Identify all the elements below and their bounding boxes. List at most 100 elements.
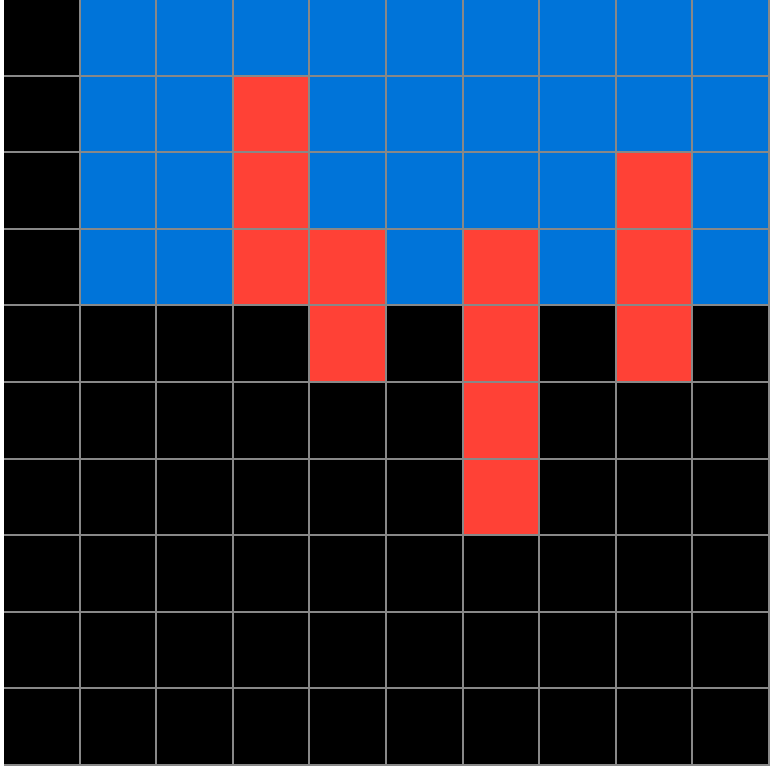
grid-cell-black[interactable] bbox=[693, 536, 768, 611]
grid-cell-black[interactable] bbox=[693, 459, 768, 535]
grid-cell-blue[interactable] bbox=[386, 76, 462, 152]
grid-cell-black[interactable] bbox=[693, 382, 768, 458]
grid-cell-black[interactable] bbox=[4, 536, 79, 611]
grid-cell-black[interactable] bbox=[233, 306, 309, 381]
grid-cell-blue[interactable] bbox=[310, 0, 385, 75]
grid-cell-red[interactable] bbox=[616, 153, 692, 228]
grid-cell-black[interactable] bbox=[80, 306, 156, 381]
grid-cell-black[interactable] bbox=[80, 612, 156, 688]
grid-cell-black[interactable] bbox=[616, 612, 692, 688]
grid-cell-black[interactable] bbox=[233, 689, 309, 764]
grid-cell-black[interactable] bbox=[310, 382, 385, 458]
grid-cell-black[interactable] bbox=[540, 612, 615, 688]
grid-cell-black[interactable] bbox=[157, 536, 232, 611]
grid-cell-red[interactable] bbox=[310, 306, 385, 381]
grid-cell-red[interactable] bbox=[616, 306, 692, 381]
grid-cell-black[interactable] bbox=[540, 689, 615, 764]
grid-cell-black[interactable] bbox=[80, 689, 156, 764]
grid-cell-black[interactable] bbox=[4, 459, 79, 535]
grid-cell-black[interactable] bbox=[463, 536, 539, 611]
grid-cell-blue[interactable] bbox=[540, 153, 615, 228]
grid-cell-black[interactable] bbox=[540, 459, 615, 535]
grid-cell-black[interactable] bbox=[233, 536, 309, 611]
grid-cell-black[interactable] bbox=[463, 612, 539, 688]
grid-cell-black[interactable] bbox=[4, 382, 79, 458]
grid-cell-black[interactable] bbox=[616, 689, 692, 764]
grid-cell-black[interactable] bbox=[693, 612, 768, 688]
grid-cell-black[interactable] bbox=[310, 689, 385, 764]
grid-cell-black[interactable] bbox=[386, 382, 462, 458]
grid-cell-black[interactable] bbox=[4, 306, 79, 381]
grid-cell-blue[interactable] bbox=[80, 153, 156, 228]
grid-cell-red[interactable] bbox=[310, 229, 385, 305]
grid-cell-black[interactable] bbox=[386, 459, 462, 535]
grid-cell-blue[interactable] bbox=[157, 153, 232, 228]
grid-cell-red[interactable] bbox=[233, 153, 309, 228]
grid-cell-black[interactable] bbox=[4, 153, 79, 228]
grid-cell-black[interactable] bbox=[540, 306, 615, 381]
grid-cell-blue[interactable] bbox=[386, 229, 462, 305]
grid-cell-blue[interactable] bbox=[693, 76, 768, 152]
grid-cell-blue[interactable] bbox=[386, 0, 462, 75]
grid-cell-blue[interactable] bbox=[693, 153, 768, 228]
grid-cell-blue[interactable] bbox=[157, 0, 232, 75]
grid-cell-blue[interactable] bbox=[693, 229, 768, 305]
grid-cell-blue[interactable] bbox=[540, 229, 615, 305]
grid-cell-black[interactable] bbox=[693, 306, 768, 381]
grid-cell-black[interactable] bbox=[310, 459, 385, 535]
grid-cell-black[interactable] bbox=[463, 689, 539, 764]
grid-cell-black[interactable] bbox=[4, 689, 79, 764]
grid-cell-blue[interactable] bbox=[616, 0, 692, 75]
grid-cell-black[interactable] bbox=[386, 612, 462, 688]
grid-cell-blue[interactable] bbox=[540, 76, 615, 152]
grid-cell-black[interactable] bbox=[157, 612, 232, 688]
grid-cell-black[interactable] bbox=[4, 76, 79, 152]
grid-cell-blue[interactable] bbox=[463, 0, 539, 75]
grid-cell-blue[interactable] bbox=[80, 229, 156, 305]
grid-cell-red[interactable] bbox=[463, 382, 539, 458]
grid-cell-blue[interactable] bbox=[540, 0, 615, 75]
grid-cell-black[interactable] bbox=[80, 459, 156, 535]
grid-cell-blue[interactable] bbox=[693, 0, 768, 75]
grid-cell-black[interactable] bbox=[540, 536, 615, 611]
grid-cell-black[interactable] bbox=[616, 382, 692, 458]
grid-cell-blue[interactable] bbox=[616, 76, 692, 152]
grid-cell-blue[interactable] bbox=[80, 76, 156, 152]
grid-cell-black[interactable] bbox=[310, 612, 385, 688]
grid-cell-red[interactable] bbox=[616, 229, 692, 305]
grid-cell-blue[interactable] bbox=[463, 153, 539, 228]
grid-cell-blue[interactable] bbox=[80, 0, 156, 75]
grid-cell-black[interactable] bbox=[693, 689, 768, 764]
grid-cell-blue[interactable] bbox=[463, 76, 539, 152]
grid-cell-black[interactable] bbox=[616, 459, 692, 535]
grid-cell-blue[interactable] bbox=[310, 76, 385, 152]
grid-cell-red[interactable] bbox=[463, 459, 539, 535]
grid-cell-black[interactable] bbox=[386, 689, 462, 764]
grid-cell-black[interactable] bbox=[386, 306, 462, 381]
grid-cell-black[interactable] bbox=[80, 382, 156, 458]
grid-cell-red[interactable] bbox=[233, 229, 309, 305]
grid-cell-black[interactable] bbox=[4, 612, 79, 688]
grid-cell-red[interactable] bbox=[463, 229, 539, 305]
grid-cell-black[interactable] bbox=[233, 459, 309, 535]
grid-cell-black[interactable] bbox=[157, 306, 232, 381]
grid-cell-blue[interactable] bbox=[386, 153, 462, 228]
grid-cell-black[interactable] bbox=[233, 612, 309, 688]
grid-cell-black[interactable] bbox=[310, 536, 385, 611]
grid-cell-blue[interactable] bbox=[157, 229, 232, 305]
grid-cell-black[interactable] bbox=[157, 459, 232, 535]
grid-cell-blue[interactable] bbox=[233, 0, 309, 75]
grid-cell-black[interactable] bbox=[540, 382, 615, 458]
grid-cell-black[interactable] bbox=[386, 536, 462, 611]
grid-cell-red[interactable] bbox=[233, 76, 309, 152]
grid-cell-black[interactable] bbox=[80, 536, 156, 611]
grid-cell-blue[interactable] bbox=[310, 153, 385, 228]
grid-cell-black[interactable] bbox=[157, 382, 232, 458]
grid-cell-black[interactable] bbox=[616, 536, 692, 611]
grid-cell-blue[interactable] bbox=[157, 76, 232, 152]
grid-cell-black[interactable] bbox=[4, 229, 79, 305]
grid-cell-red[interactable] bbox=[463, 306, 539, 381]
grid-cell-black[interactable] bbox=[233, 382, 309, 458]
grid-cell-black[interactable] bbox=[4, 0, 79, 75]
grid-cell-black[interactable] bbox=[157, 689, 232, 764]
